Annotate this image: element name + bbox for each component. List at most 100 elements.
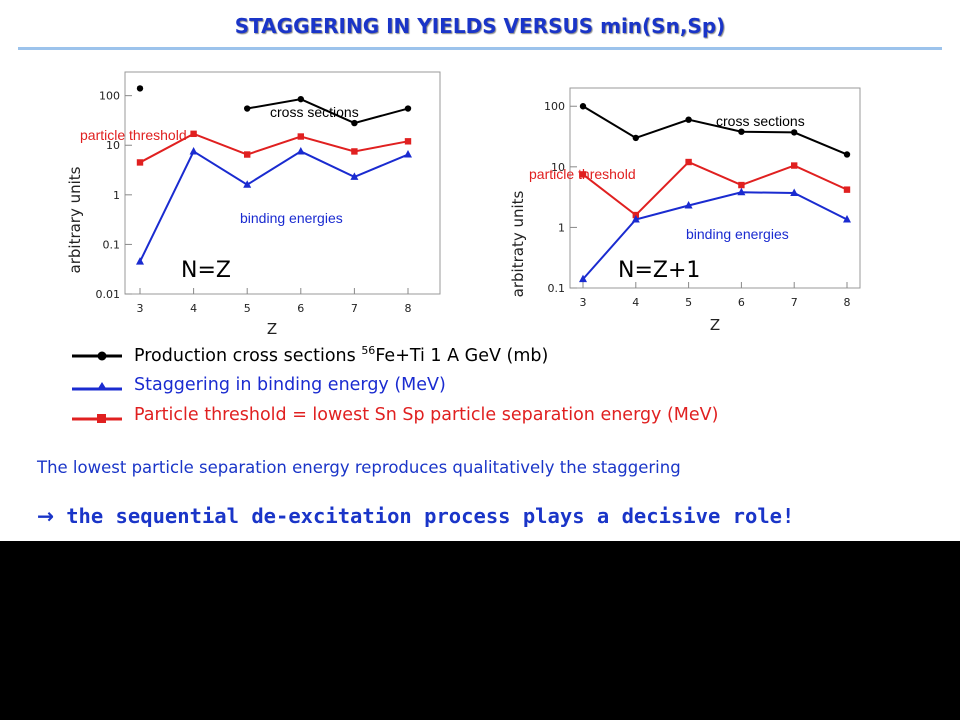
x-tick-label: 4 <box>190 302 197 315</box>
y-tick-label: 0.1 <box>548 282 566 295</box>
particle-threshold-label: particle threshold <box>529 166 636 182</box>
data-point <box>843 186 851 193</box>
data-point <box>297 95 304 103</box>
series-layer <box>579 103 851 283</box>
series-cross <box>136 85 412 127</box>
x-tick-label: 8 <box>844 296 851 309</box>
y-tick-label: 10 <box>551 161 565 174</box>
data-point <box>404 138 412 145</box>
data-point <box>404 105 412 112</box>
series-binding <box>579 187 851 283</box>
x-ticks: 3 4 5 6 7 8 <box>137 288 412 315</box>
series-line <box>582 105 848 156</box>
cross-sections-label: cross sections <box>270 104 359 120</box>
y-tick-label: 1 <box>113 189 120 202</box>
data-point <box>685 158 692 166</box>
legend-threshold-text: Particle threshold = lowest Sn Sp partic… <box>134 405 719 425</box>
legend-binding-marker <box>72 382 122 391</box>
data-point <box>136 159 144 166</box>
title-divider <box>18 47 942 50</box>
x-tick-label: 6 <box>297 302 304 315</box>
data-point <box>791 129 798 136</box>
data-point <box>189 146 198 155</box>
chart-n-eq-z: 0.01 0.1 1 10 100 3 4 5 6 7 8 arbitrary units Z N… <box>66 71 441 338</box>
x-tick-label: 5 <box>244 302 251 315</box>
binding-energies-label: binding energies <box>240 210 343 226</box>
series-layer <box>136 85 412 265</box>
x-tick-label: 5 <box>685 296 692 309</box>
x-axis-label: Z <box>710 316 720 334</box>
series-cross <box>579 103 851 158</box>
series-line <box>582 191 848 280</box>
series-line <box>139 150 409 263</box>
arrow-right-icon: → <box>37 504 55 528</box>
legend-threshold-marker <box>72 414 122 423</box>
y-ticks: 0.1 1 10 100 <box>544 100 577 295</box>
data-point <box>737 187 746 196</box>
chart-n-eq-z-plus-1: 0.1 1 10 100 3 4 5 6 7 8 arbitraty units Z N=Z+1… <box>509 87 861 334</box>
conclusion-text: The lowest particle separation energy re… <box>37 458 681 477</box>
data-point <box>351 148 358 155</box>
y-tick-label: 100 <box>544 100 565 113</box>
data-point <box>790 188 799 196</box>
data-point <box>843 151 851 158</box>
slide: STAGGERING IN YIELDS VERSUS min(Sn,Sp) 0… <box>0 0 960 541</box>
y-tick-label: 10 <box>106 139 120 152</box>
data-point <box>404 150 412 158</box>
y-tick-label: 100 <box>99 90 120 103</box>
legend-binding-text: Staggering in binding energy (MeV) <box>134 375 446 395</box>
series-line <box>582 160 848 217</box>
data-point <box>631 215 640 223</box>
data-point <box>350 172 359 180</box>
y-axis-label: arbitraty units <box>509 190 527 297</box>
data-point <box>579 171 587 178</box>
data-point <box>843 215 851 223</box>
x-axis-label: Z <box>267 320 277 338</box>
decisive-statement: → the sequential de-excitation process pl… <box>37 504 794 528</box>
panel-label: N=Z <box>181 258 231 283</box>
y-tick-label: 0.01 <box>96 288 121 301</box>
data-point <box>351 119 358 127</box>
data-point <box>190 130 197 138</box>
decisive-text: the sequential de-excitation process pla… <box>66 504 795 528</box>
legend-production-marker <box>72 351 122 361</box>
data-point <box>791 162 798 169</box>
plot-frame <box>124 71 441 295</box>
panel-label: N=Z+1 <box>618 258 700 283</box>
y-tick-label: 1 <box>558 221 565 234</box>
y-ticks: 0.01 0.1 1 10 100 <box>96 90 132 301</box>
series-line <box>247 98 409 125</box>
data-point <box>632 134 639 142</box>
x-tick-label: 8 <box>405 302 412 315</box>
plot-frame <box>569 87 861 289</box>
data-point <box>136 257 144 265</box>
x-tick-label: 3 <box>137 302 144 315</box>
data-point <box>297 133 304 140</box>
legend-production-text: Production cross sections 56Fe+Ti 1 A Ge… <box>134 344 549 366</box>
data-point <box>579 103 587 110</box>
x-ticks: 3 4 5 6 7 8 <box>580 282 851 309</box>
data-point <box>296 146 305 155</box>
data-point <box>684 200 693 209</box>
data-point <box>136 85 144 92</box>
series-threshold <box>136 130 412 166</box>
series-binding <box>136 146 412 265</box>
series-line <box>139 132 409 164</box>
data-point <box>243 180 252 188</box>
data-point <box>738 128 745 135</box>
x-tick-label: 4 <box>632 296 639 309</box>
y-tick-label: 0.1 <box>103 238 121 251</box>
x-tick-label: 6 <box>738 296 745 309</box>
data-point <box>579 274 587 283</box>
binding-energies-label: binding energies <box>686 226 789 242</box>
data-point <box>738 181 745 189</box>
particle-threshold-label: particle threshold <box>80 127 187 143</box>
x-tick-label: 7 <box>791 296 798 309</box>
data-point <box>244 105 251 112</box>
x-tick-label: 7 <box>351 302 358 315</box>
slide-title: STAGGERING IN YIELDS VERSUS min(Sn,Sp) <box>234 14 726 38</box>
y-axis-label: arbitrary units <box>66 166 84 273</box>
data-point <box>685 116 692 123</box>
data-point <box>244 151 251 158</box>
cross-sections-label: cross sections <box>716 113 805 129</box>
